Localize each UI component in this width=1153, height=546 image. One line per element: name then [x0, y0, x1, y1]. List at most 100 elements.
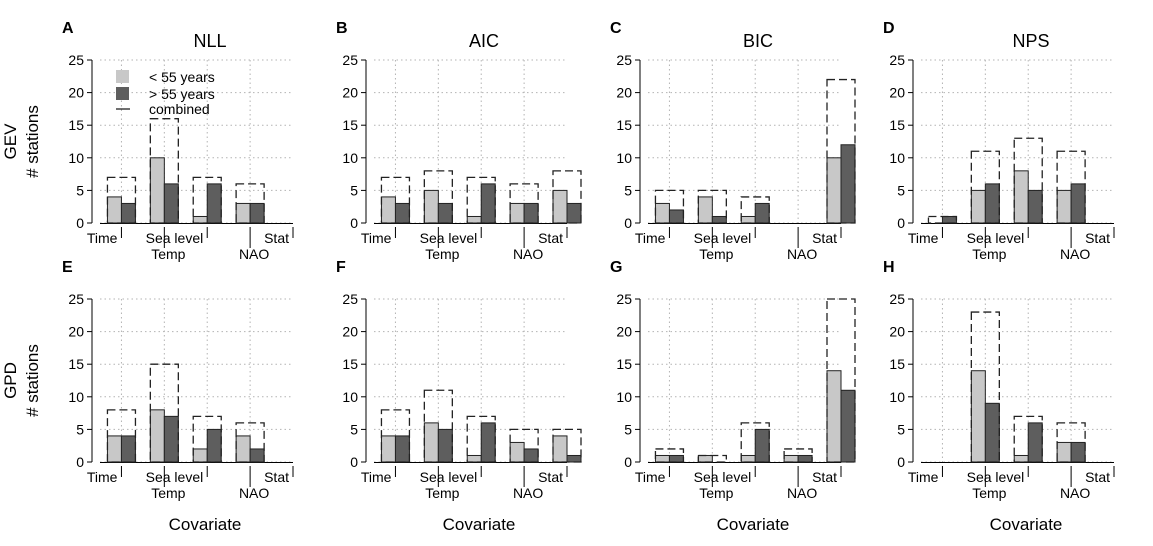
- bar-under-55: [149, 409, 165, 463]
- bar-under-55: [1013, 454, 1029, 463]
- y-tick-label: 20: [68, 85, 84, 101]
- x-tick-label: Time: [635, 230, 666, 246]
- x-tick-label: Temp: [425, 485, 459, 501]
- bar-under-55: [697, 454, 713, 463]
- x-tick-label: Temp: [699, 485, 733, 501]
- bar-over-55: [984, 183, 1000, 224]
- panel-letter: D: [883, 20, 895, 37]
- y-tick-label: 20: [889, 85, 905, 101]
- x-tick-label: NAO: [239, 246, 269, 262]
- bar-under-55: [654, 454, 670, 463]
- bar-combined-outline: [423, 389, 453, 463]
- x-tick-label: Stat: [264, 469, 289, 485]
- panel-letter: E: [62, 259, 73, 276]
- panel-title: NPS: [1012, 31, 1049, 51]
- y-axis-title: # stations: [23, 105, 42, 178]
- panel-letter: G: [610, 259, 622, 276]
- x-tick-label: Temp: [699, 246, 733, 262]
- legend-swatch-over-55: [116, 87, 129, 100]
- bar-under-55: [235, 202, 251, 224]
- x-tick-label: Temp: [425, 246, 459, 262]
- x-tick-label: NAO: [1060, 246, 1090, 262]
- bar-under-55: [149, 157, 165, 224]
- bar-combined-outline: [466, 176, 496, 224]
- y-tick-label: 25: [342, 291, 358, 307]
- bar-under-55: [380, 196, 396, 224]
- bar-under-55: [1056, 441, 1072, 463]
- bar-over-55: [1070, 441, 1086, 463]
- bar-combined-outline: [1013, 415, 1043, 463]
- x-tick-label: Sea level: [694, 469, 752, 485]
- bar-combined-outline: [826, 78, 856, 224]
- x-tick-label: Temp: [151, 246, 185, 262]
- y-tick-label: 10: [342, 150, 358, 166]
- bar-under-55: [192, 448, 208, 463]
- y-tick-label: 25: [342, 52, 358, 68]
- x-tick-label: Sea level: [146, 230, 204, 246]
- y-tick-label: 15: [68, 117, 84, 133]
- bar-over-55: [668, 454, 684, 463]
- bar-combined-outline: [654, 189, 685, 224]
- bar-combined-outline: [149, 118, 179, 224]
- y-tick-label: 15: [68, 356, 84, 372]
- bar-over-55: [840, 144, 856, 224]
- y-tick-label: 10: [889, 150, 905, 166]
- bar-under-55: [783, 454, 799, 463]
- bar-over-55: [1027, 189, 1043, 224]
- x-tick-label: Temp: [972, 246, 1006, 262]
- y-tick-label: 15: [616, 117, 632, 133]
- bar-under-55: [235, 435, 251, 463]
- bar-under-55: [466, 215, 482, 224]
- y-tick-label: 0: [76, 215, 84, 231]
- bar-combined-outline: [740, 422, 770, 463]
- y-tick-label: 10: [616, 389, 632, 405]
- bar-combined-outline: [1056, 422, 1086, 463]
- x-tick-label: NAO: [1060, 485, 1090, 501]
- bar-under-55: [740, 215, 756, 224]
- bar-combined-outline: [552, 170, 582, 224]
- x-tick-label: Time: [908, 230, 939, 246]
- y-tick-label: 20: [342, 85, 358, 101]
- bar-over-55: [163, 415, 179, 463]
- bar-over-55: [1027, 422, 1043, 463]
- legend-label: > 55 years: [149, 86, 215, 102]
- bar-over-55: [566, 454, 582, 463]
- y-tick-label: 20: [616, 85, 632, 101]
- bar-combined-outline: [509, 183, 539, 224]
- legend-label: combined: [149, 101, 210, 117]
- y-tick-label: 5: [350, 182, 358, 198]
- x-tick-label: Time: [908, 469, 939, 485]
- y-tick-label: 10: [342, 389, 358, 405]
- bar-combined-outline: [970, 150, 1000, 224]
- x-tick-label: NAO: [513, 246, 543, 262]
- legend-label: < 55 years: [149, 69, 215, 85]
- y-tick-label: 0: [350, 215, 358, 231]
- bar-under-55: [106, 435, 122, 463]
- x-tick-label: Temp: [151, 485, 185, 501]
- y-tick-label: 10: [68, 389, 84, 405]
- bar-combined-outline: [149, 363, 179, 463]
- panel-title: NLL: [193, 31, 226, 51]
- bar-under-55: [740, 454, 756, 463]
- x-axis-title: Covariate: [717, 515, 790, 534]
- bar-under-55: [380, 435, 396, 463]
- bar-over-55: [480, 183, 496, 224]
- x-axis-title: Covariate: [443, 515, 516, 534]
- bar-over-55: [249, 448, 265, 463]
- bar-over-55: [523, 448, 539, 463]
- y-tick-label: 25: [616, 52, 632, 68]
- bar-combined-outline: [697, 189, 727, 224]
- y-tick-label: 0: [624, 215, 632, 231]
- x-tick-label: NAO: [787, 485, 817, 501]
- bar-under-55: [552, 435, 568, 463]
- bar-under-55: [466, 454, 482, 463]
- y-tick-label: 5: [76, 182, 84, 198]
- bar-over-55: [797, 454, 813, 463]
